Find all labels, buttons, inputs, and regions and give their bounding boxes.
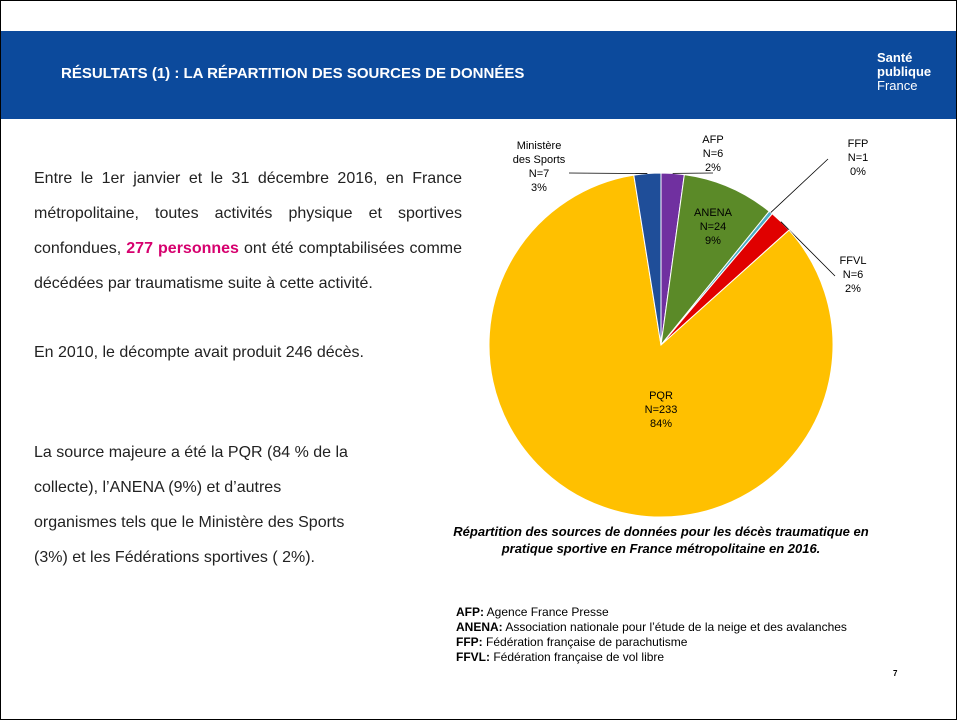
slice-label: AFP — [702, 134, 723, 146]
pie-slice — [660, 174, 770, 347]
slice-percent: 9% — [705, 235, 721, 247]
glossary-item: FFP: Fédération française de parachutism… — [456, 635, 847, 650]
slice-label: PQR — [649, 390, 673, 402]
definition: Fédération française de vol libre — [493, 650, 665, 664]
slice-count: N=1 — [848, 152, 869, 164]
page-number: 7 — [893, 669, 898, 678]
header-band — [1, 31, 956, 119]
slice-percent: 0% — [850, 166, 866, 178]
term: AFP: — [456, 605, 484, 619]
glossary: AFP: Agence France Presse ANENA: Associat… — [456, 605, 847, 665]
slice-count: N=24 — [700, 221, 727, 233]
slice-count: N=7 — [529, 168, 550, 180]
slice-count: N=233 — [645, 404, 678, 416]
term: FFVL: — [456, 650, 490, 664]
slice-percent: 2% — [705, 162, 721, 174]
slice-percent: 3% — [531, 182, 547, 194]
slice-label: FFP — [848, 138, 869, 150]
glossary-item: ANENA: Association nationale pour l’étud… — [456, 620, 847, 635]
slice-label: ANENA — [694, 207, 733, 219]
comparison-text: En 2010, le décompte avait produit 246 d… — [34, 344, 364, 361]
logo-line: Santé — [877, 50, 913, 65]
term: FFP: — [456, 635, 483, 649]
logo: Santé publique France — [877, 51, 931, 93]
highlight: 277 personnes — [126, 240, 239, 257]
leader-line — [568, 172, 648, 174]
logo-line: publique — [877, 64, 932, 79]
leader-line — [770, 158, 829, 213]
slice-percent: 84% — [650, 418, 672, 430]
slice-label: FFVL — [840, 255, 867, 267]
summary-text: La source majeure a été la PQR (84 % de … — [34, 444, 348, 566]
definition: Agence France Presse — [486, 605, 609, 619]
slice-percent: 2% — [845, 283, 861, 295]
slice-count: N=6 — [843, 269, 864, 281]
definition: Association nationale pour l’étude de la… — [505, 620, 847, 634]
chart-caption: Répartition des sources de données pour … — [453, 524, 869, 556]
slice-label: Ministère des Sports — [513, 140, 566, 166]
glossary-item: FFVL: Fédération française de vol libre — [456, 650, 847, 665]
text: ont été comptabilisées comme décédées pa… — [34, 240, 463, 292]
text: Entre le 1er janvier et le 31 décembre 2… — [34, 170, 462, 257]
definition: Fédération française de parachutisme — [486, 635, 688, 649]
term: ANENA: — [456, 620, 503, 634]
intro-text: Entre le 1er janvier et le 31 décembre 2… — [34, 161, 462, 301]
logo-line: France — [877, 78, 918, 93]
glossary-item: AFP: Agence France Presse — [456, 605, 847, 620]
pie-slice — [488, 174, 834, 518]
slice-count: N=6 — [703, 148, 724, 160]
slide-title: RÉSULTATS (1) : LA RÉPARTITION DES SOURC… — [61, 65, 525, 82]
